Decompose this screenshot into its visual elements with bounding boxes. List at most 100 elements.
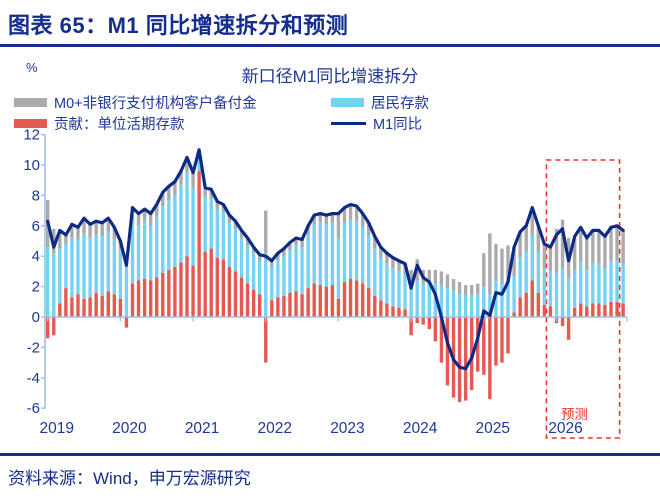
y-tick-label: 12 [23,127,40,144]
bar-segment [58,230,62,249]
bar-segment [312,224,316,284]
bar-segment [100,295,104,317]
bar-segment [512,312,516,317]
bar-segment [288,250,292,293]
bar-segment [330,222,335,286]
bar-segment [439,285,444,317]
bar-segment [373,295,377,317]
bar-segment [94,292,98,317]
bar-segment [227,222,232,267]
bar-segment [585,269,589,307]
bar-segment [421,317,425,325]
title-underline [0,44,660,47]
bar-segment [306,225,310,235]
bar-segment [367,222,371,235]
bar-segment [415,317,419,324]
legend-label-m1: M1同比 [373,116,423,133]
bar-segment [433,317,438,342]
bar-segment [506,317,510,354]
bar-segment [536,292,541,317]
bar-segment [360,213,365,228]
bar-segment [348,279,353,317]
legend-swatch-gray [14,97,47,107]
bar-segment [318,285,322,317]
y-tick-label: 10 [23,157,40,174]
bar-segment [609,227,613,261]
bar-segment [536,225,541,252]
bar-segment [500,283,504,317]
bar-segment [300,294,304,317]
bar-segment [167,199,171,270]
bar-segment [451,279,456,292]
bar-segment [597,303,601,317]
bar-segment [203,187,207,197]
bar-segment [282,295,286,317]
bar-segment [251,247,256,254]
bar-segment [185,172,189,257]
bar-segment [373,248,377,296]
bar-segment [233,271,238,317]
bar-segment [560,317,565,327]
x-tick-label: 2022 [258,420,292,437]
bar-segment [76,294,80,317]
bar-segment [258,294,262,317]
bar-segment [197,171,201,317]
bar-segment [609,260,613,302]
bar-segment [106,231,110,292]
bar-segment [155,216,159,278]
bar-segment [367,288,371,317]
bar-segment [566,277,571,317]
bar-segment [597,263,601,304]
bar-segment [427,283,431,317]
bar-segment [391,306,395,317]
legend-item-corporate: 贡献：单位活期存款 [14,115,185,133]
bar-segment [615,225,619,261]
bar-segment [476,294,480,317]
bar-segment [124,263,129,317]
bar-segment [488,294,492,317]
bar-segment [239,230,244,238]
bar-segment [500,317,504,363]
bar-segment [379,300,383,317]
bar-segment [621,303,625,317]
bar-segment [276,253,280,261]
bar-segment [155,204,159,217]
bar-segment [445,317,450,386]
bar-segment [354,221,359,281]
bar-segment [148,280,153,317]
bar-segment [572,236,577,270]
bar-segment [288,292,292,317]
bar-segment [270,260,274,267]
bar-segment [124,317,129,328]
bar-segment [591,303,595,317]
bar-segment [397,271,401,308]
bar-segment [251,253,256,290]
bar-segment [385,253,389,264]
bar-segment [155,277,159,317]
bar-segment [251,289,256,317]
bar-segment [518,257,522,298]
bar-segment [373,236,377,249]
legend-item-household: 居民存款 [331,94,429,112]
y-tick-label: 8 [32,187,40,204]
x-tick-label: 2019 [39,420,73,437]
bar-segment [524,292,528,317]
bar-segment [427,269,431,284]
forecast-box [545,159,621,439]
bar-segment [457,317,462,403]
bar-segment [560,268,565,317]
bar-segment [227,266,232,317]
x-tick-label: 2023 [330,420,364,437]
bar-segment [70,224,74,238]
bar-segment [58,303,62,317]
y-tick-label: 0 [32,309,40,326]
bar-segment [391,257,395,269]
bar-segment [451,291,456,317]
bar-segment [433,269,438,284]
bar-segment [566,317,571,340]
legend-label-m0: M0+非银行支付机构客户备付金 [54,95,257,112]
bar-segment [512,247,516,276]
bar-segment [294,291,298,317]
bar-segment [239,237,244,278]
